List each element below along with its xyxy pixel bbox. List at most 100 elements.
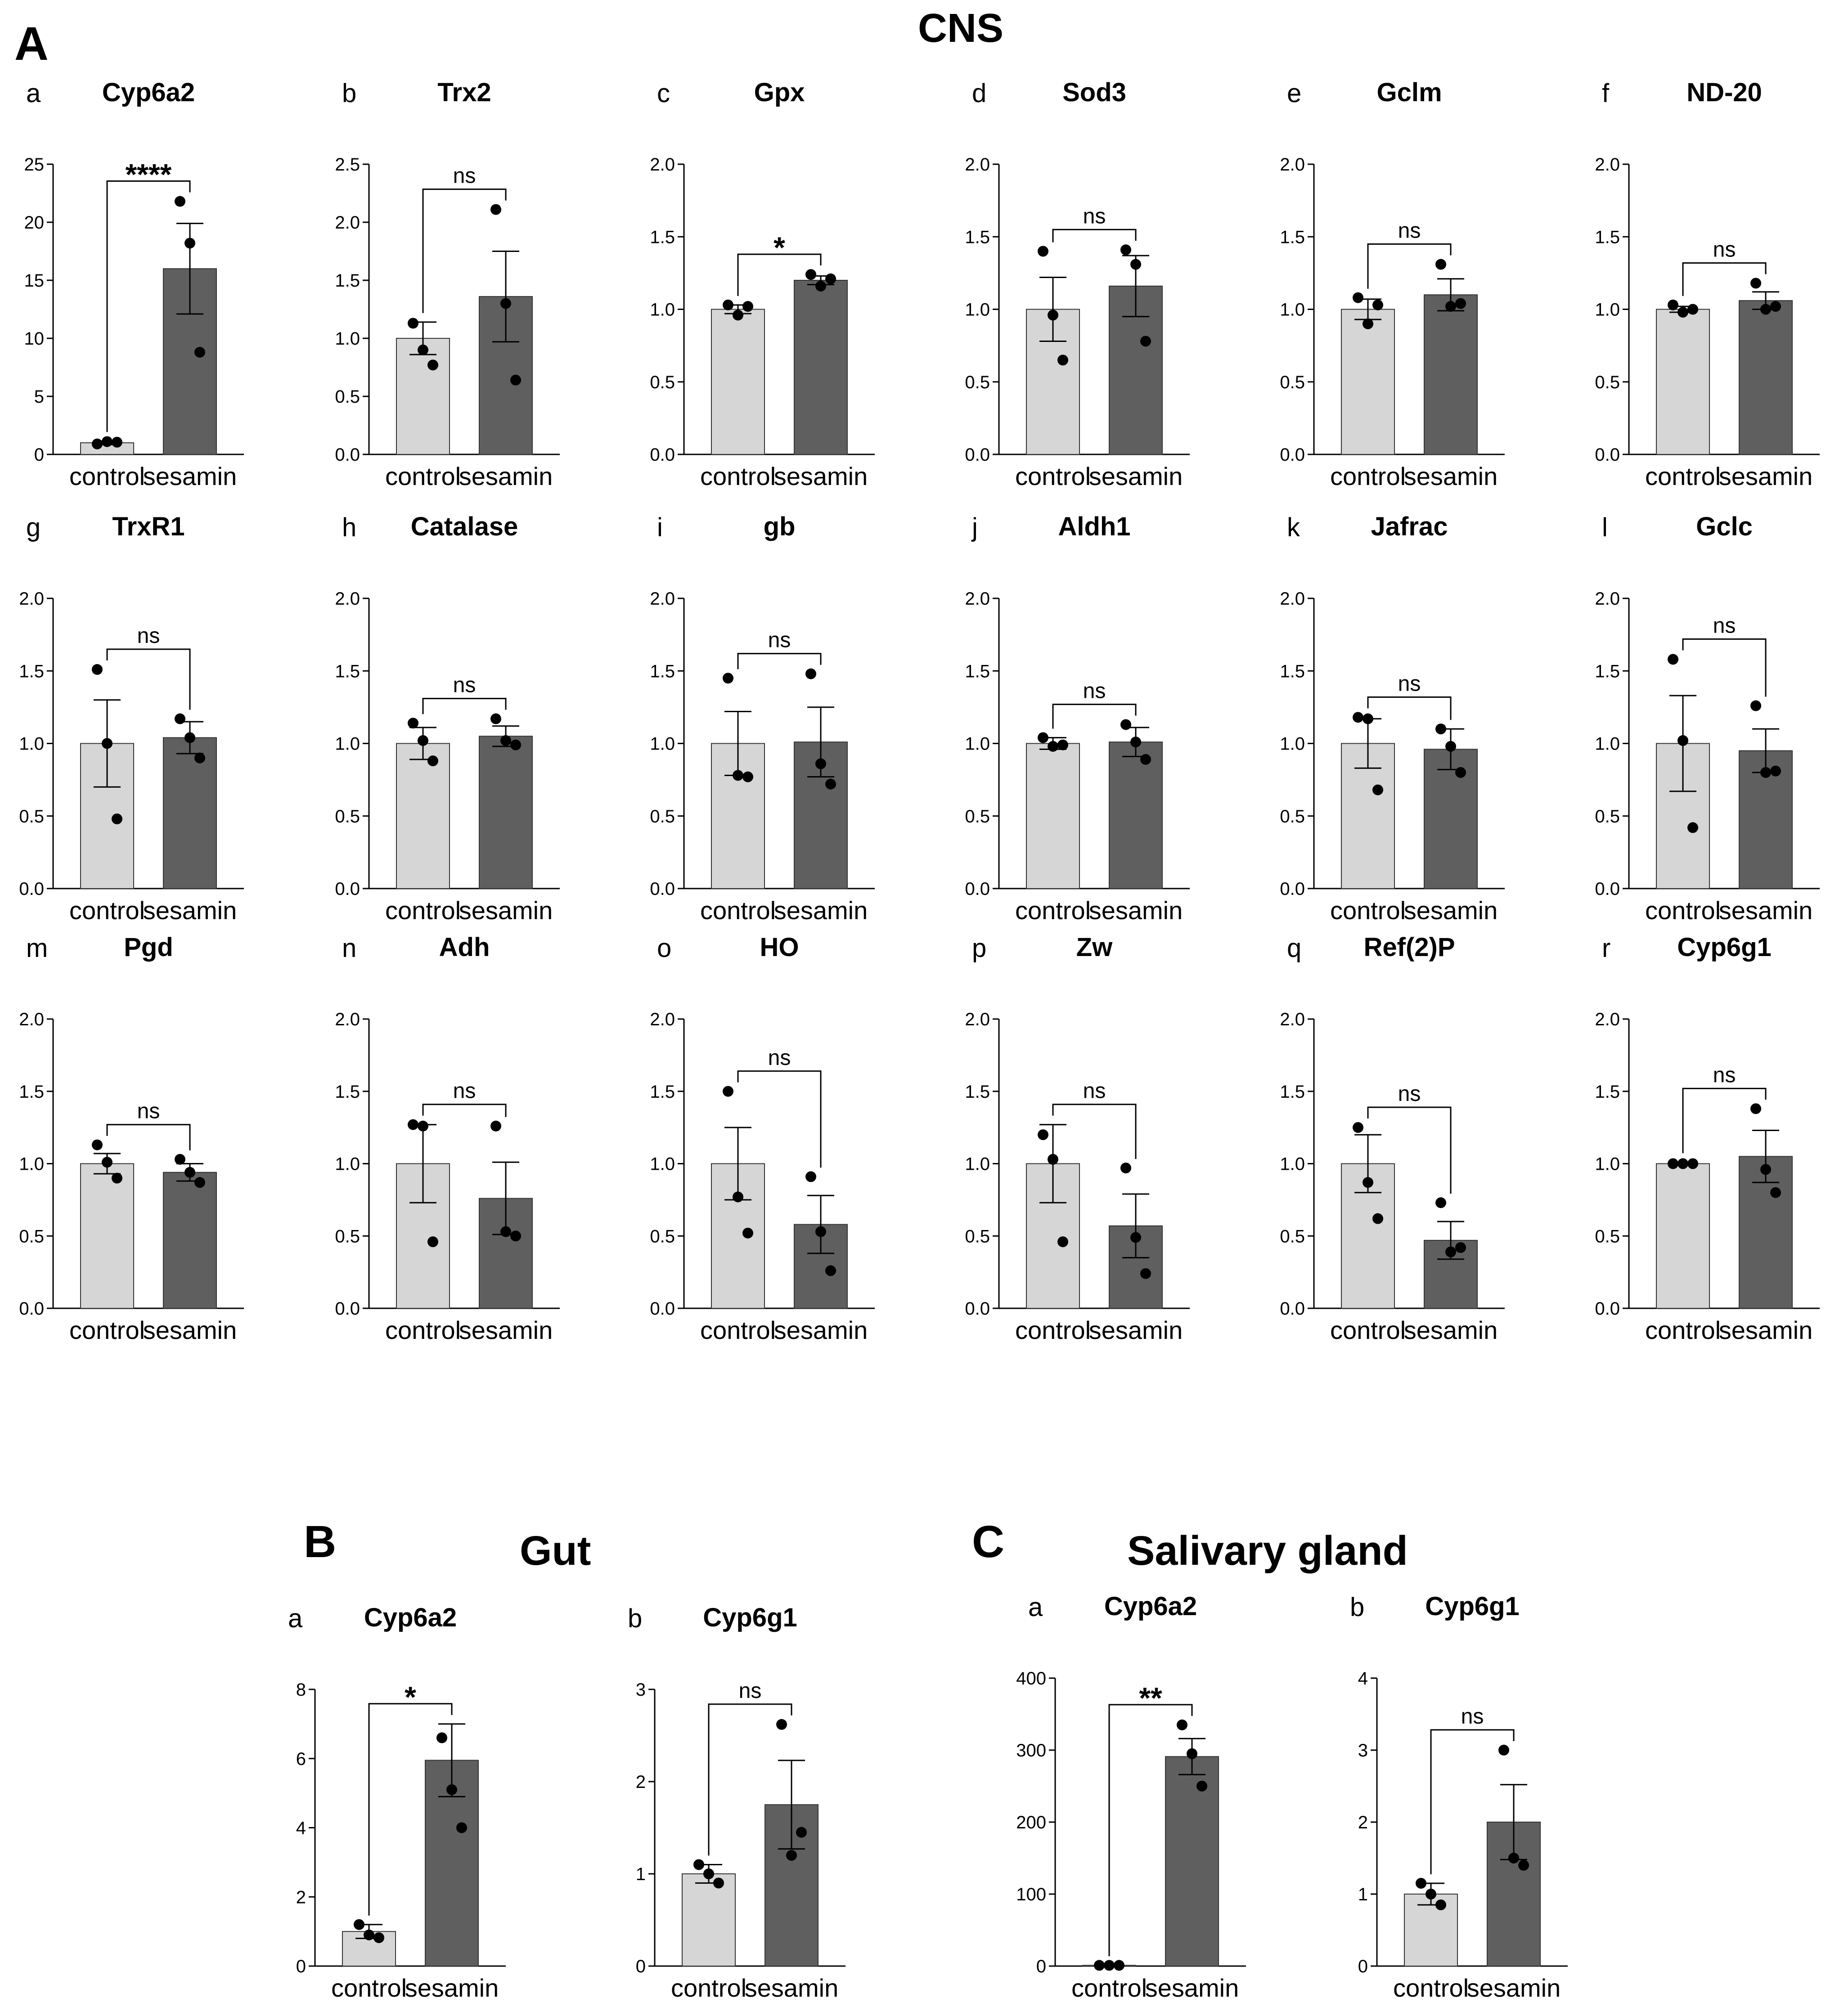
data-point bbox=[1114, 1960, 1124, 1971]
data-point bbox=[796, 1827, 807, 1838]
y-tick-label: 2.0 bbox=[965, 589, 990, 609]
y-tick-label: 0.5 bbox=[650, 1226, 675, 1246]
x-tick-label: control bbox=[1330, 1316, 1406, 1344]
significance-bracket bbox=[422, 1104, 507, 1117]
y-tick-label: 1.0 bbox=[19, 734, 44, 754]
data-point bbox=[418, 344, 428, 355]
x-tick-label: control bbox=[331, 1974, 407, 2002]
bar-control bbox=[396, 338, 450, 455]
y-tick-label: 2.0 bbox=[335, 1010, 360, 1029]
x-tick-label: sesamin bbox=[1404, 896, 1498, 925]
data-point bbox=[1770, 301, 1781, 312]
x-tick-label: sesamin bbox=[143, 462, 237, 490]
data-point bbox=[1750, 278, 1761, 289]
y-tick-label: 2.0 bbox=[335, 213, 360, 233]
data-point bbox=[354, 1919, 364, 1930]
data-point bbox=[510, 739, 521, 750]
y-tick-label: 0.0 bbox=[1595, 1299, 1620, 1319]
x-tick-label: control bbox=[1393, 1974, 1469, 2002]
y-tick-label: 1.0 bbox=[1595, 300, 1620, 320]
y-tick-label: 0.0 bbox=[1280, 1299, 1305, 1319]
data-point bbox=[825, 273, 836, 284]
y-tick-label: 300 bbox=[1016, 1741, 1046, 1760]
data-point bbox=[1120, 244, 1131, 256]
y-tick-label: 0.0 bbox=[19, 879, 44, 899]
significance-label: ns bbox=[453, 1079, 476, 1103]
significance-bracket bbox=[708, 1703, 792, 1856]
y-tick-label: 0 bbox=[636, 1957, 646, 1976]
y-tick-label: 1.5 bbox=[19, 1082, 44, 1102]
data-point bbox=[703, 1868, 714, 1879]
chart-title: Ref(2)P bbox=[1363, 933, 1455, 962]
data-point bbox=[1687, 822, 1698, 833]
data-point bbox=[1372, 784, 1383, 795]
x-tick-label: sesamin bbox=[774, 896, 868, 925]
data-point bbox=[1687, 1158, 1698, 1169]
significance-label: **** bbox=[126, 158, 172, 191]
y-tick-label: 0 bbox=[34, 445, 44, 465]
data-point bbox=[1518, 1860, 1529, 1871]
bar-control bbox=[1026, 743, 1080, 889]
x-tick-label: sesamin bbox=[745, 1974, 839, 2002]
data-point bbox=[1508, 1853, 1519, 1863]
data-point bbox=[1130, 1232, 1141, 1243]
significance-bracket bbox=[1367, 1106, 1452, 1194]
data-point bbox=[723, 673, 733, 684]
data-point bbox=[1353, 292, 1363, 303]
significance-bracket bbox=[106, 648, 191, 710]
y-tick-label: 6 bbox=[296, 1749, 306, 1769]
data-point bbox=[408, 718, 418, 729]
data-point bbox=[1057, 355, 1068, 366]
y-tick-label: 2.0 bbox=[335, 589, 360, 609]
y-tick-label: 1.0 bbox=[19, 1154, 44, 1174]
significance-bracket bbox=[1052, 704, 1137, 729]
data-point bbox=[427, 755, 438, 767]
bar-control bbox=[1404, 1894, 1458, 1967]
data-point bbox=[112, 436, 122, 448]
y-tick-label: 1.5 bbox=[965, 1082, 990, 1102]
x-tick-label: control bbox=[69, 896, 145, 925]
data-point bbox=[1435, 723, 1446, 735]
x-tick-label: control bbox=[1645, 462, 1721, 490]
x-tick-label: sesamin bbox=[143, 1316, 237, 1344]
y-tick-label: 1.5 bbox=[1280, 1082, 1305, 1102]
x-tick-label: control bbox=[1330, 896, 1406, 925]
chart-title: gb bbox=[764, 512, 796, 541]
significance-bracket bbox=[1052, 229, 1137, 242]
data-point bbox=[1363, 318, 1373, 329]
data-point bbox=[1770, 1187, 1781, 1198]
bar-control bbox=[711, 309, 765, 455]
data-point bbox=[1678, 306, 1688, 318]
x-tick-label: control bbox=[700, 462, 776, 490]
data-point bbox=[815, 1226, 826, 1237]
panel-letter: b bbox=[1350, 1593, 1364, 1622]
y-tick-label: 4 bbox=[296, 1818, 306, 1838]
data-point bbox=[815, 280, 826, 292]
y-tick-label: 0.0 bbox=[1595, 445, 1620, 465]
chart-title: Cyp6a2 bbox=[364, 1603, 457, 1632]
y-tick-label: 0.5 bbox=[19, 1226, 44, 1246]
significance-bracket bbox=[1367, 243, 1452, 289]
data-point bbox=[1048, 310, 1058, 321]
x-tick-label: control bbox=[1015, 896, 1091, 925]
y-tick-label: 1.0 bbox=[650, 1154, 675, 1174]
y-tick-label: 0.5 bbox=[1280, 1226, 1305, 1246]
data-point bbox=[194, 346, 205, 358]
data-point bbox=[175, 713, 185, 724]
x-tick-label: sesamin bbox=[1719, 896, 1813, 925]
significance-label: ns bbox=[1461, 1705, 1484, 1729]
significance-label: * bbox=[774, 231, 785, 264]
y-tick-label: 1.5 bbox=[1280, 227, 1305, 247]
panel-letter: k bbox=[1287, 513, 1300, 542]
data-point bbox=[1750, 1103, 1761, 1114]
panel-letter: p bbox=[972, 934, 986, 963]
y-tick-label: 0.5 bbox=[650, 373, 675, 392]
significance-bracket bbox=[1052, 1104, 1137, 1159]
data-point bbox=[1445, 1246, 1456, 1257]
